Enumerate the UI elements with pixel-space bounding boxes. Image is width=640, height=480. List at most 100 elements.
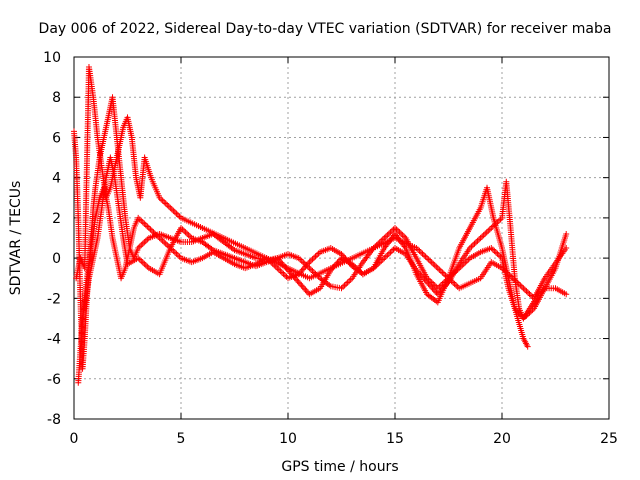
data-point (309, 268, 316, 275)
data-point (385, 250, 392, 257)
data-point (142, 262, 149, 269)
data-point (454, 283, 461, 290)
data-point (486, 226, 493, 233)
data-point (526, 291, 533, 298)
y-tick-labels: -8 -6 -4 -2 0 2 4 6 8 10 (43, 50, 61, 428)
data-point (483, 229, 490, 236)
data-point (528, 292, 535, 299)
data-point (427, 257, 434, 264)
data-point (164, 201, 171, 208)
data-point (162, 240, 169, 247)
data-point (434, 265, 441, 272)
data-point (182, 229, 189, 236)
y-tick-label: 0 (52, 251, 61, 267)
data-point (432, 288, 439, 295)
grid-lines (74, 57, 609, 419)
data-point (295, 279, 302, 286)
data-point (468, 243, 475, 250)
data-point (307, 257, 314, 264)
data-point (141, 220, 148, 227)
data-point (437, 268, 444, 275)
data-point (343, 280, 350, 287)
plot-frame (73, 56, 610, 420)
data-point (451, 280, 458, 287)
y-tick-label: -2 (47, 291, 61, 307)
data-point (494, 250, 501, 257)
data-point (294, 277, 301, 284)
data-point (473, 239, 480, 246)
data-point (306, 265, 313, 272)
data-point (476, 236, 483, 243)
data-point (440, 270, 447, 277)
x-tick-label: 20 (493, 431, 511, 447)
data-point (298, 257, 305, 264)
data-point (433, 263, 440, 270)
data-point (425, 256, 432, 263)
data-point (477, 235, 484, 241)
data-point (174, 252, 181, 259)
data-point (474, 237, 481, 244)
data-point (142, 222, 149, 229)
x-tick-label: 15 (386, 431, 404, 447)
data-point (563, 291, 570, 298)
y-tick-label: -8 (47, 412, 61, 428)
series-track-1 (71, 94, 570, 372)
data-point (301, 285, 308, 292)
data-point (523, 288, 530, 295)
x-axis-label: GPS time / hours (281, 459, 398, 475)
data-point (139, 259, 146, 266)
data-point (142, 237, 149, 244)
data-point (173, 210, 180, 217)
data-point (277, 268, 284, 275)
y-tick-label: -6 (47, 372, 61, 388)
data-point (439, 269, 446, 276)
data-point (524, 343, 531, 350)
data-point (305, 289, 312, 296)
data-point (524, 289, 531, 296)
data-point (141, 239, 148, 246)
data-point (340, 283, 347, 290)
data-points (71, 64, 570, 386)
data-point (280, 270, 287, 277)
data-point (185, 232, 192, 239)
data-point (145, 224, 152, 231)
data-point (138, 217, 145, 224)
data-point (136, 256, 143, 263)
data-point (424, 255, 431, 262)
series-track-4 (73, 64, 570, 302)
data-point (181, 227, 188, 234)
x-tick-labels: 0 5 10 15 20 25 (70, 431, 618, 447)
data-point (512, 278, 519, 285)
data-point (399, 232, 406, 239)
data-point (436, 266, 443, 273)
data-point (417, 249, 424, 256)
data-point (309, 256, 316, 263)
data-point (489, 246, 496, 253)
data-point (393, 226, 400, 233)
y-tick-label: 10 (43, 50, 61, 66)
data-point (174, 212, 181, 219)
data-point (165, 203, 172, 210)
data-point (298, 282, 305, 289)
data-point (299, 266, 306, 273)
data-point (297, 280, 304, 287)
data-point (419, 250, 426, 257)
data-point (347, 276, 354, 283)
data-point (421, 252, 428, 259)
data-point (141, 260, 148, 267)
data-point (302, 286, 309, 293)
y-tick-label: -4 (47, 332, 61, 348)
data-point (384, 232, 391, 239)
data-point (161, 239, 168, 246)
data-point (520, 285, 527, 292)
data-point (384, 252, 391, 259)
data-point (482, 230, 489, 237)
data-point (495, 217, 502, 224)
data-point (161, 199, 168, 206)
data-point (517, 282, 524, 289)
data-point (469, 242, 476, 249)
data-point (518, 283, 525, 290)
data-point (492, 249, 499, 256)
data-point (168, 206, 175, 213)
data-point (162, 200, 169, 207)
